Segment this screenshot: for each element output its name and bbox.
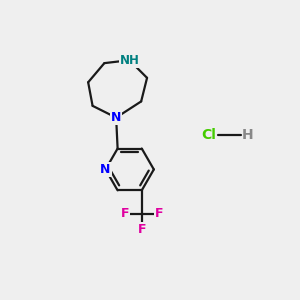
Text: NH: NH (119, 54, 139, 67)
Text: F: F (137, 223, 146, 236)
Text: N: N (100, 163, 111, 176)
Text: F: F (154, 207, 163, 220)
Text: H: H (242, 128, 253, 142)
Text: N: N (111, 111, 121, 124)
Text: Cl: Cl (202, 128, 216, 142)
Text: F: F (120, 207, 129, 220)
